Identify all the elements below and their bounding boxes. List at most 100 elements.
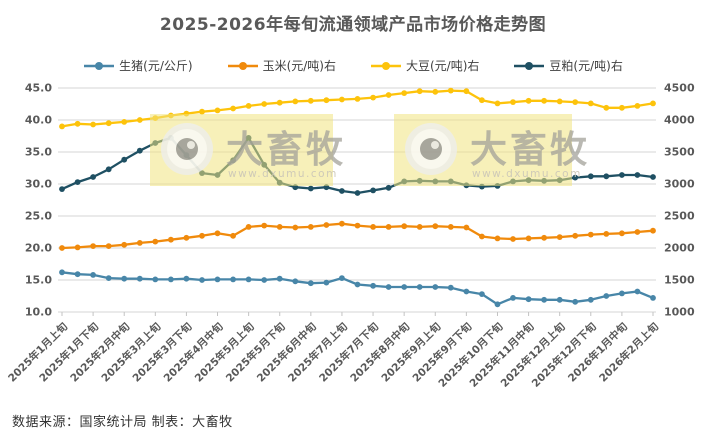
watermark-eye-icon [405,123,457,175]
legend-label-soybean: 大豆(元/吨)右 [406,59,480,73]
y-axis-tick-label-left: 45.0 [25,82,52,95]
data-point-pig [556,296,563,303]
data-point-soybean [276,99,283,106]
y-axis-tick-label-right: 4500 [664,82,695,95]
data-point-soybean [401,90,408,96]
data-point-pig [354,281,361,288]
data-point-pig [370,282,376,289]
data-point-pig [463,288,470,295]
y-axis-tick-label-right: 3500 [664,146,695,159]
data-point-pig [152,276,159,283]
data-point-soymeal [587,173,594,180]
data-point-pig [541,296,547,303]
data-point-soybean [525,97,532,104]
data-point-pig [59,269,65,276]
data-point-soybean [556,98,563,105]
data-point-corn [650,227,656,234]
data-point-soybean [105,120,112,127]
data-point-pig [323,279,330,286]
y-axis-tick-label-right: 4000 [664,114,695,127]
data-point-pig [339,275,345,281]
data-point-soybean [90,121,96,128]
data-point-pig [292,278,299,285]
data-point-soybean [510,99,516,105]
data-point-corn [556,234,563,241]
y-axis-tick-label-left: 35.0 [25,146,52,159]
data-point-pig [572,298,579,305]
watermark-url-text: www.dxumu.com [228,168,338,180]
data-point-corn [90,243,96,250]
y-axis-tick-label-right: 1000 [664,306,695,319]
data-point-soybean [292,98,299,105]
data-point-soybean [199,108,205,115]
data-point-pig [121,275,128,282]
data-point-pig [276,275,283,282]
data-point-pig [479,291,485,297]
legend-marker-pig [84,61,115,70]
watermark-url-text: www.dxumu.com [472,168,582,180]
y-axis-tick-label-right: 1500 [664,274,695,287]
data-point-corn [152,238,159,245]
data-point-pig [447,284,454,291]
data-point-pig [510,295,516,301]
data-point-pig [90,272,96,278]
data-point-corn [525,235,532,242]
data-point-soybean [587,100,594,107]
data-point-soymeal [74,179,81,186]
data-point-soymeal [619,172,625,178]
data-point-pig [183,275,190,282]
chart-title: 2025-2026年每旬流通领域产品市场价格走势图 [159,15,547,35]
legend-item-soybean: 大豆(元/吨)右 [370,57,479,74]
data-point-pig [136,275,143,282]
legend-item-corn: 玉米(元/吨)右 [227,57,336,74]
data-point-soybean [619,104,625,111]
data-point-corn [634,229,641,235]
watermark-brand-text: 大畜牧 [470,128,590,171]
y-axis-tick-label-left: 10.0 [25,306,52,319]
data-point-soybean [245,103,252,109]
data-point-corn [292,224,299,231]
series-line-pig [60,271,655,306]
y-axis-tick-label-left: 30.0 [25,178,52,191]
data-point-corn [370,224,376,230]
data-point-soybean [59,123,65,130]
data-point-pig [416,284,423,290]
data-point-corn [245,224,252,230]
data-point-soymeal [650,174,656,180]
y-axis-tick-label-left: 40.0 [25,114,52,127]
data-point-corn [510,236,516,242]
data-point-soymeal [90,174,96,180]
data-point-pig [168,276,174,283]
data-point-soymeal [634,172,641,178]
data-point-soybean [634,103,641,109]
data-point-corn [323,222,330,228]
source-note: 数据来源：国家统计局 制表：大畜牧 [12,415,233,430]
data-point-pig [214,276,221,283]
data-point-pig [634,288,641,295]
data-point-soymeal [339,188,345,194]
legend-marker-corn [227,61,258,70]
data-point-pig [619,290,625,297]
data-point-soybean [572,99,579,105]
data-point-soybean [323,97,330,104]
data-point-soymeal [603,173,610,180]
legend-label-corn: 玉米(元/吨)右 [262,59,336,73]
data-point-pig [432,284,439,290]
data-point-corn [572,232,579,239]
data-point-corn [307,224,314,230]
data-point-soybean [261,101,268,107]
data-point-soymeal [370,187,376,194]
data-point-soymeal [307,185,314,192]
data-point-corn [276,224,283,230]
legend-item-soymeal: 豆粕(元/吨)右 [513,57,623,74]
data-point-soybean [339,96,345,103]
data-point-corn [261,222,268,229]
data-point-soybean [354,96,361,102]
data-point-corn [199,232,205,239]
data-point-soybean [74,120,81,127]
legend-label-pig: 生猪(元/公斤) [119,59,193,73]
data-point-soybean [370,94,376,101]
data-point-pig [650,295,656,301]
